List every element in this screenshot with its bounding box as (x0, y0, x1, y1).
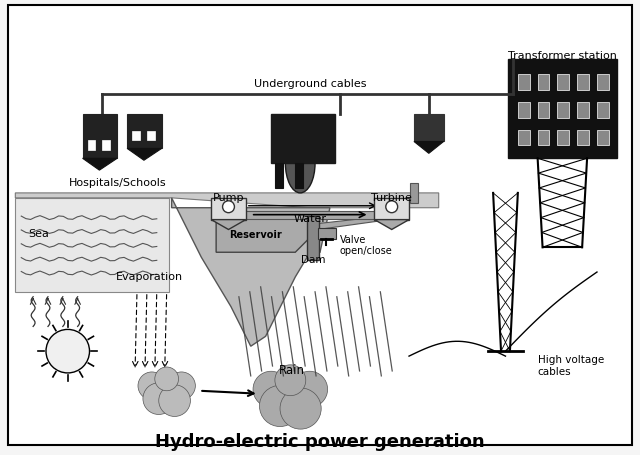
Bar (508, 59, 617, 158)
Circle shape (292, 371, 328, 407)
Circle shape (155, 367, 179, 391)
Bar (414, 114, 444, 142)
Bar (597, 130, 609, 146)
Bar (577, 102, 589, 118)
Bar (275, 163, 284, 188)
Text: Valve
open/close: Valve open/close (340, 234, 392, 256)
Circle shape (159, 385, 191, 416)
Text: Transformer station: Transformer station (508, 51, 617, 61)
Bar (307, 216, 319, 260)
Circle shape (168, 372, 195, 399)
Polygon shape (15, 193, 438, 208)
Circle shape (46, 329, 90, 373)
Circle shape (149, 373, 184, 409)
Bar (236, 211, 389, 218)
Polygon shape (318, 216, 389, 229)
Polygon shape (374, 220, 409, 229)
Circle shape (223, 201, 234, 212)
Bar (147, 131, 155, 141)
Text: Turbine: Turbine (371, 193, 412, 203)
Circle shape (138, 372, 166, 399)
Bar (211, 198, 246, 220)
Polygon shape (216, 216, 310, 252)
Text: Hydro-electric power generation: Hydro-electric power generation (155, 433, 485, 451)
Polygon shape (127, 148, 162, 160)
Text: Underground cables: Underground cables (254, 79, 366, 89)
Bar (518, 130, 530, 146)
Circle shape (386, 201, 397, 212)
Bar (88, 141, 95, 150)
Bar (538, 74, 550, 90)
Text: Dam: Dam (301, 255, 325, 265)
Bar (127, 114, 162, 148)
Circle shape (275, 365, 306, 396)
Bar (597, 74, 609, 90)
Bar (271, 114, 335, 163)
Polygon shape (414, 142, 444, 153)
Bar (295, 163, 303, 188)
Polygon shape (211, 220, 246, 229)
Bar (518, 102, 530, 118)
Bar (577, 130, 589, 146)
Text: Sea: Sea (28, 229, 49, 239)
Bar (318, 228, 336, 239)
Text: Evaporation: Evaporation (116, 272, 184, 282)
Bar (518, 74, 530, 90)
Text: Reservoir: Reservoir (229, 230, 282, 240)
Text: High voltage
cables: High voltage cables (538, 355, 604, 377)
Bar (83, 114, 117, 158)
Bar (132, 131, 140, 141)
Bar (597, 102, 609, 118)
Circle shape (280, 388, 321, 429)
Bar (557, 130, 570, 146)
Bar (102, 141, 110, 150)
Bar (538, 130, 550, 146)
Ellipse shape (285, 134, 315, 193)
Bar (557, 102, 570, 118)
Circle shape (143, 383, 175, 415)
Circle shape (267, 373, 314, 419)
Text: Hospitals/Schools: Hospitals/Schools (68, 178, 166, 188)
FancyBboxPatch shape (8, 5, 632, 445)
Bar (557, 74, 570, 90)
Bar (410, 183, 418, 203)
Bar (577, 74, 589, 90)
Polygon shape (83, 158, 117, 170)
Polygon shape (172, 198, 330, 346)
Bar (538, 102, 550, 118)
Bar (374, 198, 409, 220)
Circle shape (253, 371, 289, 407)
Text: Pump: Pump (212, 193, 244, 203)
Text: Water: Water (294, 213, 326, 223)
Circle shape (259, 385, 301, 426)
Text: Rain: Rain (279, 364, 305, 377)
Bar (15, 198, 169, 292)
